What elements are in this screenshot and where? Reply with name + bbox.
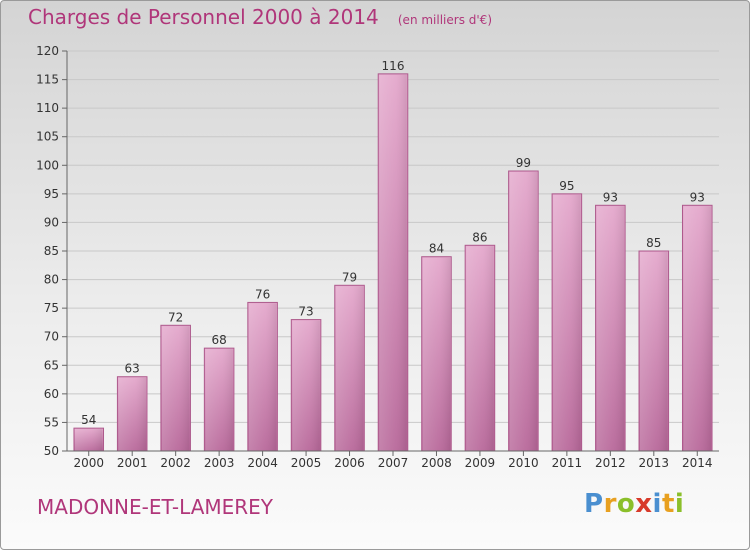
data-label: 68 <box>211 333 226 347</box>
x-tick-label: 2009 <box>465 456 496 470</box>
bar-highlight <box>118 377 146 451</box>
y-tick-label: 85 <box>44 244 59 258</box>
data-label: 93 <box>690 190 705 204</box>
data-label: 72 <box>168 310 183 324</box>
commune-name: MADONNE-ET-LAMEREY <box>37 495 274 519</box>
title-row: Charges de Personnel 2000 à 2014 (en mil… <box>28 5 492 29</box>
chart-title: Charges de Personnel 2000 à 2014 <box>28 5 379 29</box>
bar-highlight <box>379 74 407 451</box>
logo-letter: i <box>652 489 662 519</box>
chart-subtitle: (en milliers d'€) <box>397 13 492 27</box>
bar-highlight <box>248 303 277 451</box>
bar-highlight <box>596 206 625 451</box>
bar-highlight <box>509 172 538 451</box>
y-tick-label: 70 <box>44 330 59 344</box>
data-label: 95 <box>559 179 574 193</box>
bar-highlight <box>466 246 494 451</box>
y-tick-label: 105 <box>36 130 59 144</box>
x-tick-label: 2007 <box>378 456 409 470</box>
bar-highlight <box>292 320 320 451</box>
y-tick-label: 75 <box>44 301 59 315</box>
y-tick-label: 90 <box>44 215 59 229</box>
data-label: 116 <box>382 59 405 73</box>
logo-letter: t <box>661 489 675 519</box>
y-tick-label: 95 <box>44 187 59 201</box>
x-tick-label: 2004 <box>247 456 278 470</box>
y-tick-label: 115 <box>36 73 59 87</box>
data-label: 85 <box>646 236 661 250</box>
bar-highlight <box>205 349 233 451</box>
x-tick-label: 2006 <box>334 456 365 470</box>
data-label: 54 <box>81 413 96 427</box>
y-tick-label: 100 <box>36 158 59 172</box>
x-tick-label: 2003 <box>204 456 235 470</box>
x-tick-label: 2001 <box>117 456 148 470</box>
y-tick-label: 80 <box>44 273 59 287</box>
data-label: 86 <box>472 230 487 244</box>
logo-letter: o <box>616 489 636 519</box>
y-tick-label: 60 <box>44 387 59 401</box>
x-tick-label: 2011 <box>552 456 583 470</box>
bar-highlight <box>161 326 190 451</box>
x-tick-label: 2013 <box>639 456 670 470</box>
data-label: 73 <box>298 305 313 319</box>
bar-highlight <box>553 194 581 451</box>
x-tick-label: 2014 <box>682 456 713 470</box>
bar-highlight <box>74 429 103 451</box>
data-label: 63 <box>125 362 140 376</box>
data-label: 76 <box>255 287 270 301</box>
bar-highlight <box>683 206 712 451</box>
x-tick-label: 2000 <box>73 456 104 470</box>
bar-highlight <box>422 257 451 451</box>
y-tick-label: 65 <box>44 358 59 372</box>
bar-highlight <box>335 286 364 451</box>
data-label: 99 <box>516 156 531 170</box>
data-label: 84 <box>429 242 444 256</box>
y-tick-label: 110 <box>36 101 59 115</box>
logo-letter: i <box>674 489 685 519</box>
logo-letter: x <box>635 489 653 519</box>
bar-highlight <box>640 252 668 451</box>
data-label: 93 <box>603 190 618 204</box>
logo-letter: P <box>584 489 604 519</box>
x-tick-label: 2012 <box>595 456 626 470</box>
x-tick-label: 2005 <box>291 456 322 470</box>
y-tick-label: 50 <box>44 444 59 458</box>
data-label: 79 <box>342 270 357 284</box>
proxiti-logo: Proxiti <box>584 489 684 519</box>
y-tick-label: 120 <box>36 44 59 58</box>
logo-letter: r <box>603 489 617 519</box>
x-tick-label: 2010 <box>508 456 539 470</box>
y-tick-label: 55 <box>44 415 59 429</box>
x-tick-label: 2008 <box>421 456 452 470</box>
x-tick-label: 2002 <box>160 456 191 470</box>
